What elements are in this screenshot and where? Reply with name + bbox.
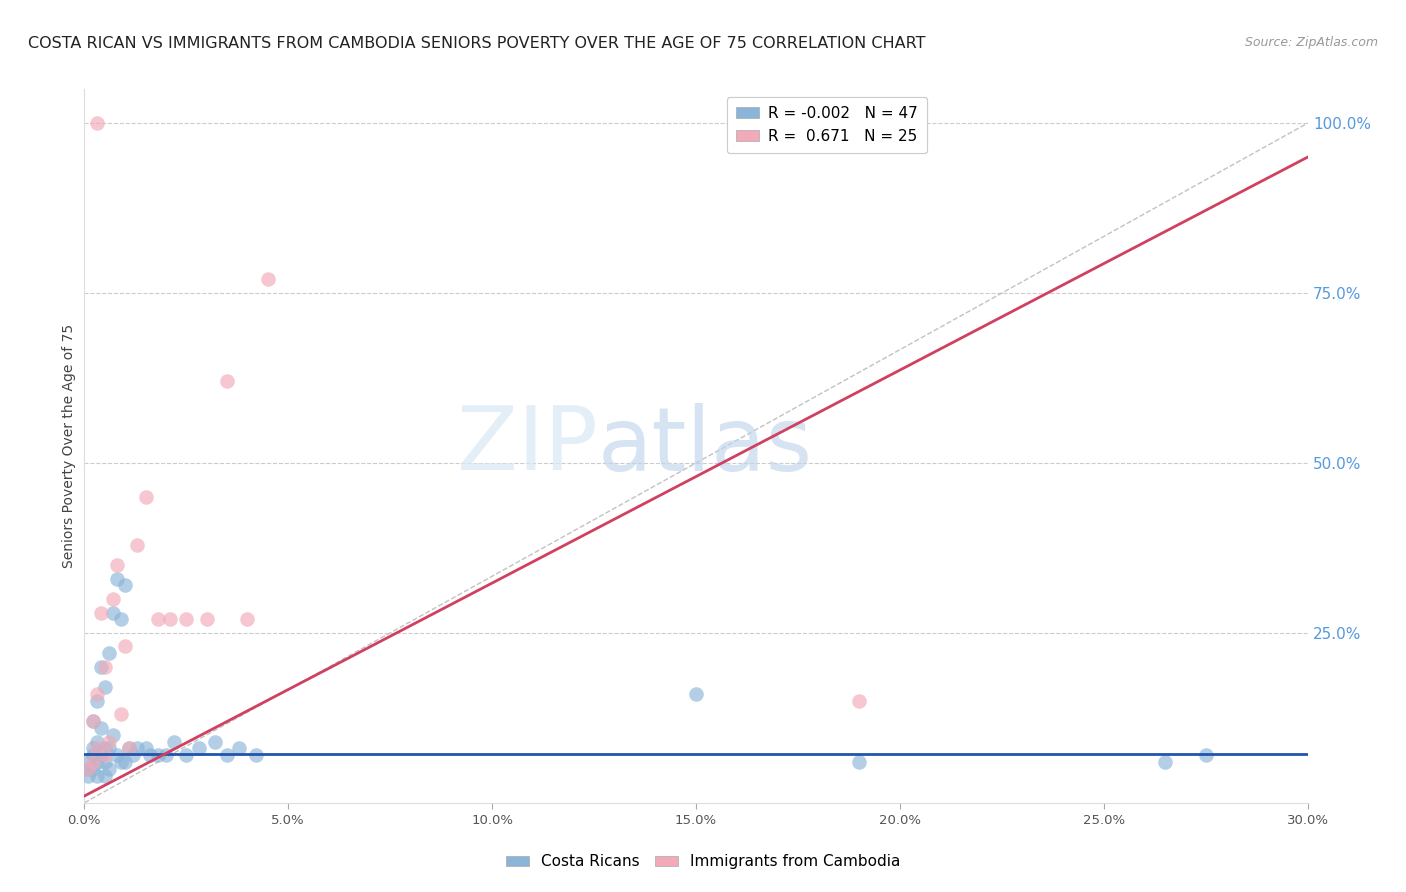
Point: [97, 741, 120, 756]
Point: [82, 714, 104, 729]
Point: [110, 707, 132, 722]
Text: Source: ZipAtlas.com: Source: ZipAtlas.com: [1244, 36, 1378, 49]
Point: [82, 755, 104, 769]
Point: [90, 748, 112, 763]
Point: [101, 728, 124, 742]
Point: [118, 741, 141, 756]
Y-axis label: Seniors Poverty Over the Age of 75: Seniors Poverty Over the Age of 75: [62, 324, 76, 568]
Point: [93, 755, 117, 769]
Point: [118, 741, 141, 756]
Point: [114, 640, 136, 654]
Text: ZIP: ZIP: [457, 402, 598, 490]
Point: [228, 741, 250, 756]
Point: [195, 612, 218, 626]
Point: [105, 572, 128, 586]
Point: [77, 762, 100, 776]
Point: [90, 721, 112, 735]
Text: COSTA RICAN VS IMMIGRANTS FROM CAMBODIA SENIORS POVERTY OVER THE AGE OF 75 CORRE: COSTA RICAN VS IMMIGRANTS FROM CAMBODIA …: [28, 36, 925, 51]
Point: [93, 748, 117, 763]
Point: [97, 734, 120, 748]
Point: [146, 748, 169, 763]
Point: [101, 591, 124, 606]
Point: [93, 660, 117, 674]
Point: [848, 694, 870, 708]
Point: [86, 694, 108, 708]
Point: [93, 769, 117, 783]
Point: [105, 748, 128, 763]
Point: [159, 612, 181, 626]
Point: [176, 612, 198, 626]
Point: [187, 741, 209, 756]
Point: [204, 734, 226, 748]
Point: [86, 734, 108, 748]
Point: [110, 755, 132, 769]
Point: [110, 612, 132, 626]
Point: [217, 375, 239, 389]
Point: [82, 741, 104, 756]
Point: [245, 748, 267, 763]
Point: [127, 741, 149, 756]
Legend: R = -0.002   N = 47, R =  0.671   N = 25: R = -0.002 N = 47, R = 0.671 N = 25: [727, 97, 927, 153]
Point: [82, 762, 104, 776]
Point: [1195, 748, 1218, 763]
Point: [77, 769, 100, 783]
Point: [97, 646, 120, 660]
Point: [82, 748, 104, 763]
Point: [86, 741, 108, 756]
Point: [155, 748, 177, 763]
Point: [86, 769, 108, 783]
Point: [122, 748, 145, 763]
Point: [90, 606, 112, 620]
Point: [90, 660, 112, 674]
Point: [685, 687, 707, 701]
Point: [93, 680, 117, 694]
Point: [135, 490, 157, 504]
Text: atlas: atlas: [598, 402, 813, 490]
Legend: Costa Ricans, Immigrants from Cambodia: Costa Ricans, Immigrants from Cambodia: [499, 848, 907, 875]
Point: [93, 741, 117, 756]
Point: [217, 748, 239, 763]
Point: [127, 537, 149, 551]
Point: [77, 762, 100, 776]
Point: [176, 748, 198, 763]
Point: [848, 755, 870, 769]
Point: [97, 762, 120, 776]
Point: [138, 748, 160, 763]
Point: [77, 755, 100, 769]
Point: [163, 734, 186, 748]
Point: [114, 578, 136, 592]
Point: [1154, 755, 1177, 769]
Point: [146, 612, 169, 626]
Point: [101, 606, 124, 620]
Point: [135, 741, 157, 756]
Point: [236, 612, 259, 626]
Point: [105, 558, 128, 572]
Point: [86, 687, 108, 701]
Point: [86, 755, 108, 769]
Point: [114, 755, 136, 769]
Point: [82, 714, 104, 729]
Point: [86, 116, 108, 130]
Point: [257, 272, 280, 286]
